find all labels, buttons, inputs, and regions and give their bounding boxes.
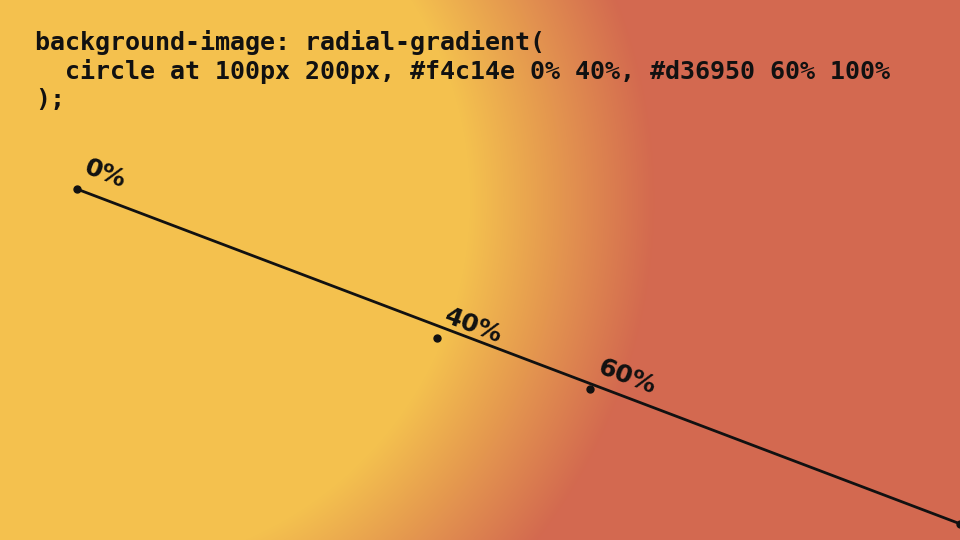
Text: 60%: 60% <box>594 355 660 399</box>
Text: background-image: radial-gradient(
  circle at 100px 200px, #f4c14e 0% 40%, #d36: background-image: radial-gradient( circl… <box>35 30 890 112</box>
Text: 0%: 0% <box>81 156 130 193</box>
Text: 40%: 40% <box>441 304 506 348</box>
